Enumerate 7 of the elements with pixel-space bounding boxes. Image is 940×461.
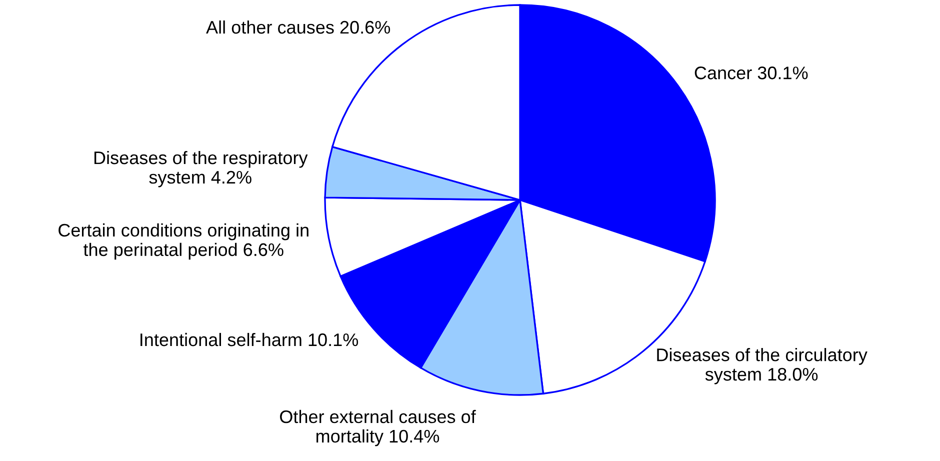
slice-label: Other external causes of mortality 10.4% xyxy=(280,410,476,446)
slice-label: Diseases of the respiratory system 4.2% xyxy=(94,150,308,188)
slice-label: Intentional self-harm 10.1% xyxy=(140,332,358,346)
slice-label: Diseases of the circulatory system 18.0% xyxy=(657,348,868,384)
slice-label: All other causes 20.6% xyxy=(206,20,390,34)
slice-label: Cancer 30.1% xyxy=(694,66,808,80)
slice-label: Certain conditions originating in the perinatal period 6.6% xyxy=(58,223,308,260)
